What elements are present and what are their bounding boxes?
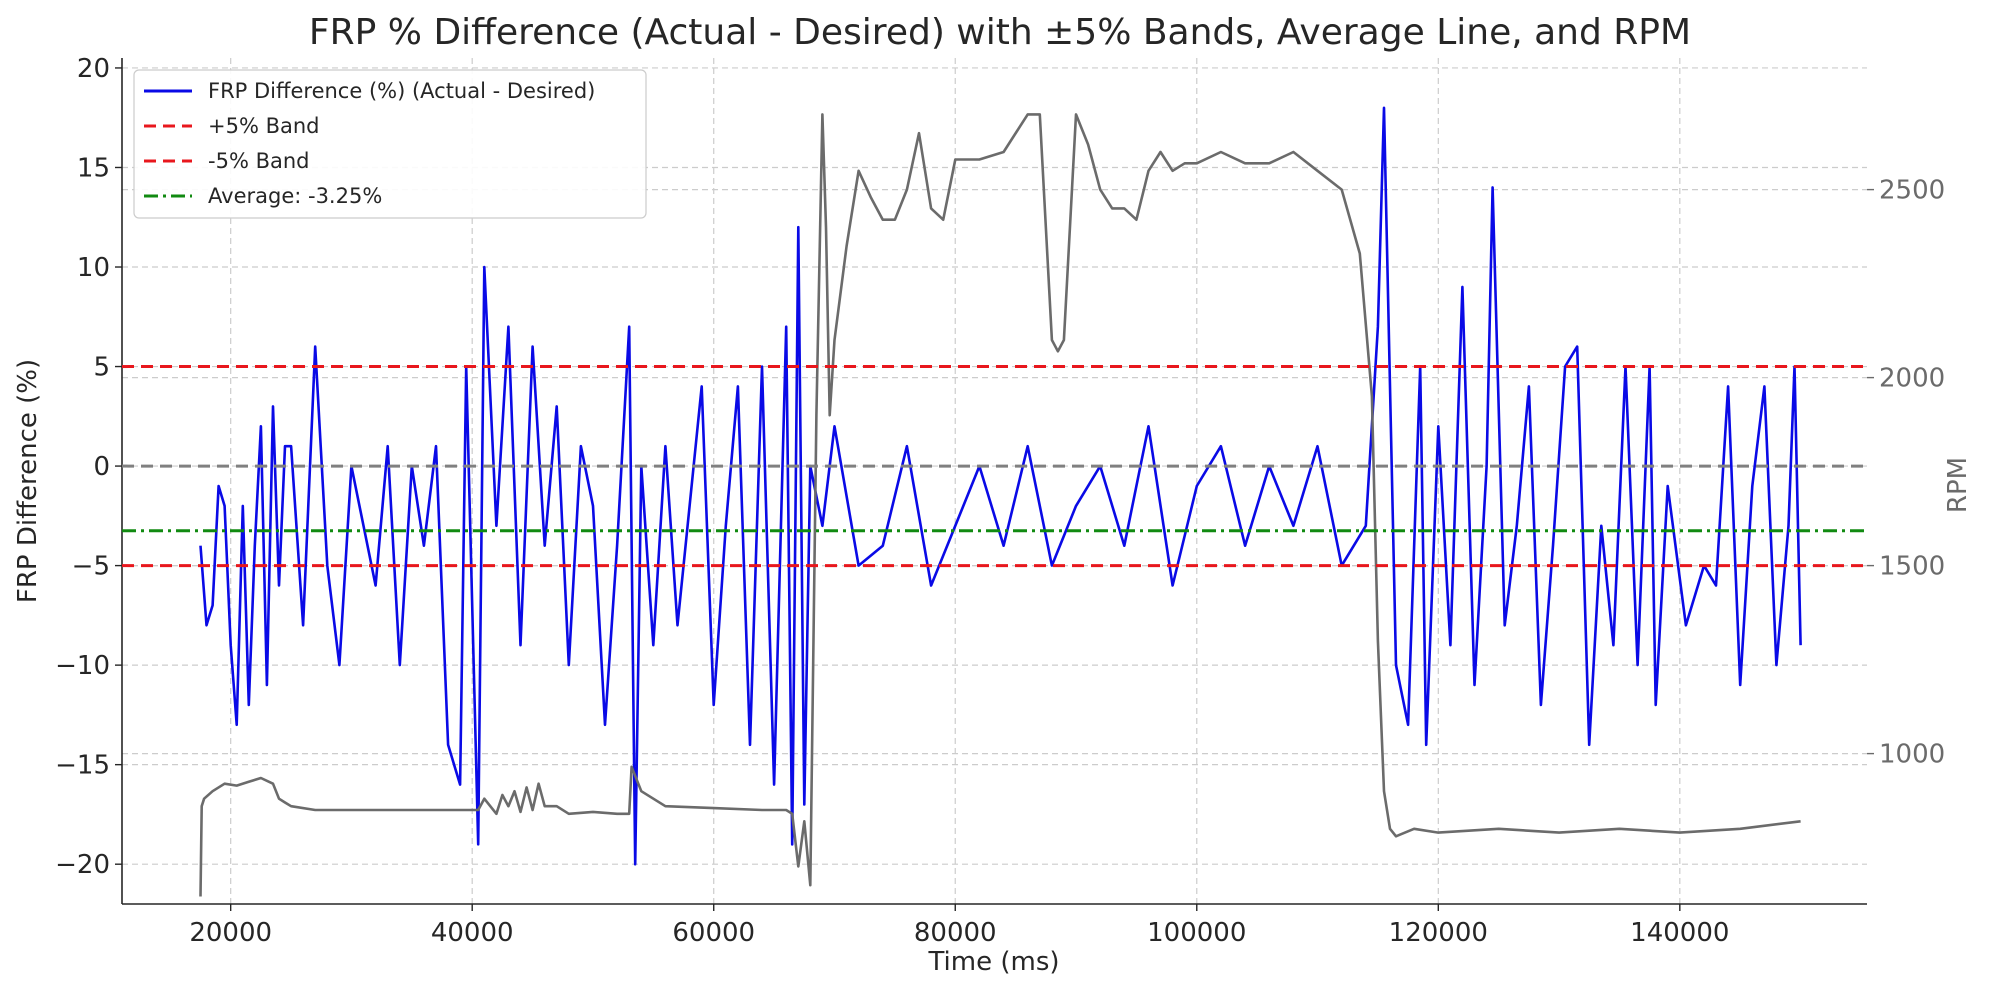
legend: FRP Difference (%) (Actual - Desired) +5… (133, 69, 647, 219)
y2-tick-label: 2000 (1879, 364, 1945, 394)
y2-tick-label: 1500 (1879, 552, 1945, 582)
x-tick-label: 120000 (1389, 918, 1488, 948)
y-tick-label: −10 (55, 651, 110, 681)
legend-label-upper-band: +5% Band (208, 114, 320, 138)
x-tick-label: 100000 (1147, 918, 1246, 948)
y-tick-label: 15 (77, 153, 110, 183)
x-tick-label: 20000 (189, 918, 272, 948)
x-tick-label: 60000 (672, 918, 755, 948)
y-tick-label: 0 (93, 452, 110, 482)
y-tick-label: −15 (55, 751, 110, 781)
y-tick-label: −5 (72, 552, 110, 582)
reference-lines-top (122, 365, 1867, 568)
x-tick-label: 140000 (1630, 918, 1729, 948)
x-axis-label: Time (ms) (927, 947, 1059, 977)
chart-title: FRP % Difference (Actual - Desired) with… (309, 12, 1691, 53)
x-axis-ticks: 20000 40000 60000 80000 100000 120000 140000 (189, 904, 1729, 948)
legend-label-lower-band: -5% Band (208, 149, 309, 173)
rpm-series-line (199, 113, 1801, 897)
y2-axis-label: RPM (1943, 457, 1973, 513)
x-tick-label: 80000 (914, 918, 997, 948)
y2-tick-label: 2500 (1879, 176, 1945, 206)
legend-label-average: Average: -3.25% (208, 184, 382, 208)
x-tick-label: 40000 (431, 918, 514, 948)
y2-axis-ticks: 1000 1500 2000 2500 (1867, 176, 1945, 770)
y-axis-ticks: −20 −15 −10 −5 0 5 10 15 20 (55, 54, 122, 880)
y2-tick-label: 1000 (1879, 740, 1945, 770)
y-tick-label: −20 (55, 850, 110, 880)
y-tick-label: 5 (93, 353, 110, 383)
y-tick-label: 20 (77, 54, 110, 84)
legend-box (133, 69, 647, 219)
legend-label-frp: FRP Difference (%) (Actual - Desired) (208, 79, 595, 103)
y-tick-label: 10 (77, 253, 110, 283)
y-axis-label: FRP Difference (%) (13, 359, 43, 603)
